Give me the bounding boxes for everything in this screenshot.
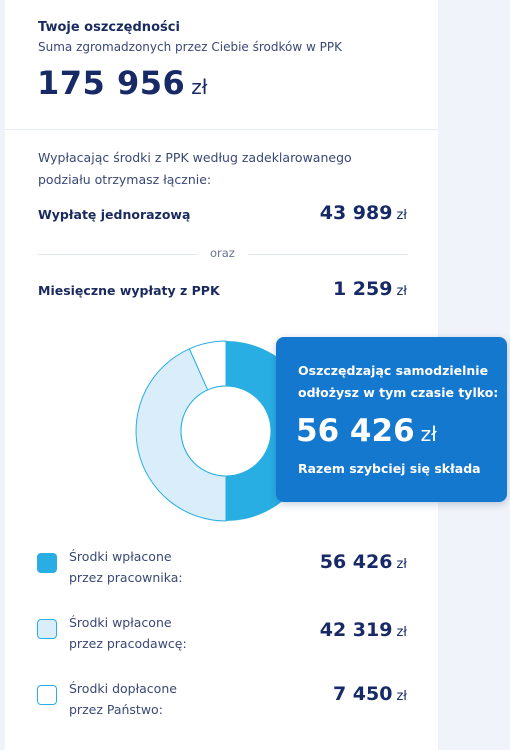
legend-employer-currency: zł bbox=[396, 625, 407, 640]
monthly-currency: zł bbox=[396, 284, 407, 299]
legend-amount-employee: 56 426 zł bbox=[320, 551, 407, 573]
monthly-value: 1 259 bbox=[332, 278, 393, 300]
contribution-donut-chart bbox=[135, 340, 316, 522]
lump-sum-currency: zł bbox=[396, 208, 407, 223]
legend-amount-employer: 42 319 zł bbox=[320, 619, 407, 641]
tooltip-amount: 56 426 zł bbox=[296, 413, 437, 449]
legend-amount-state: 7 450 zł bbox=[333, 683, 407, 705]
lump-sum-label: Wypłatę jednorazową bbox=[38, 207, 191, 222]
tooltip-line2: odłożysz w tym czasie tylko: bbox=[298, 385, 499, 400]
legend-employee-line1: Środki wpłacone bbox=[69, 549, 172, 564]
monthly-amount: 1 259 zł bbox=[333, 278, 407, 300]
legend-state-line1: Środki dopłacone bbox=[69, 681, 177, 696]
self-saving-tooltip: Oszczędzając samodzielnie odłożysz w tym… bbox=[276, 337, 507, 502]
savings-section: Twoje oszczędności Suma zgromadzonych pr… bbox=[5, 0, 438, 130]
legend-swatch-state bbox=[37, 685, 57, 705]
savings-amount: 175 956 zł bbox=[37, 64, 207, 102]
savings-title: Twoje oszczędności bbox=[38, 20, 180, 35]
legend-employer-value: 42 319 bbox=[319, 619, 393, 641]
savings-amount-currency: zł bbox=[191, 75, 208, 99]
lump-sum-value: 43 989 bbox=[319, 202, 393, 224]
tooltip-footer: Razem szybciej się składa bbox=[298, 461, 481, 476]
legend-employee-currency: zł bbox=[396, 557, 407, 572]
donut-hole bbox=[180, 385, 272, 477]
tooltip-line1: Oszczędzając samodzielnie bbox=[298, 363, 489, 378]
payout-intro-line1: Wypłacając środki z PPK według zadeklaro… bbox=[38, 150, 352, 165]
savings-amount-value: 175 956 bbox=[37, 64, 186, 102]
legend-state-currency: zł bbox=[396, 689, 407, 704]
lump-sum-amount: 43 989 zł bbox=[320, 202, 407, 224]
monthly-label: Miesięczne wypłaty z PPK bbox=[38, 283, 220, 298]
legend-label-employer: Środki wpłacone przez pracodawcę: bbox=[69, 612, 187, 654]
legend-employee-line2: przez pracownika: bbox=[69, 570, 183, 585]
legend-swatch-employer bbox=[37, 619, 57, 639]
tooltip-amount-value: 56 426 bbox=[296, 413, 415, 449]
savings-subtitle: Suma zgromadzonych przez Ciebie środków … bbox=[38, 40, 342, 54]
legend-label-employee: Środki wpłacone przez pracownika: bbox=[69, 546, 183, 588]
legend-employer-line1: Środki wpłacone bbox=[69, 615, 172, 630]
divider-left bbox=[38, 254, 198, 255]
payout-intro-line2: podziału otrzymasz łącznie: bbox=[38, 172, 212, 187]
legend-employer-line2: przez pracodawcę: bbox=[69, 636, 187, 651]
or-separator: oraz bbox=[210, 246, 235, 260]
tooltip-amount-currency: zł bbox=[420, 422, 437, 446]
legend-state-value: 7 450 bbox=[332, 683, 393, 705]
legend-employee-value: 56 426 bbox=[319, 551, 393, 573]
payout-intro: Wypłacając środki z PPK według zadeklaro… bbox=[38, 147, 398, 191]
divider-right bbox=[248, 254, 408, 255]
legend-label-state: Środki dopłacone przez Państwo: bbox=[69, 678, 177, 720]
legend-swatch-employee bbox=[37, 553, 57, 573]
legend-state-line2: przez Państwo: bbox=[69, 702, 163, 717]
